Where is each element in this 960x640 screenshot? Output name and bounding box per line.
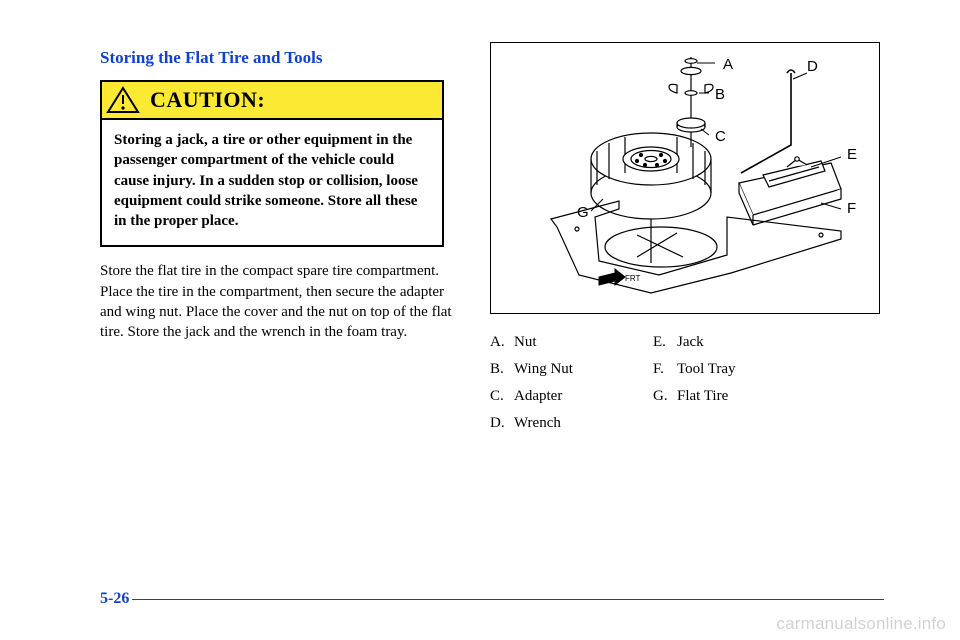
legend-label: Tool Tray bbox=[677, 361, 736, 378]
watermark: carmanualsonline.info bbox=[776, 614, 946, 634]
legend-right-column: E. Jack F. Tool Tray G. Flat Tire bbox=[653, 334, 736, 442]
legend-letter: G. bbox=[653, 388, 671, 405]
right-column: A B C D E F G FRT A. Nut B. bbox=[490, 42, 878, 442]
callout-B: B bbox=[715, 86, 725, 103]
legend-label: Nut bbox=[514, 334, 537, 351]
legend-letter: D. bbox=[490, 415, 508, 432]
caution-box: CAUTION: Storing a jack, a tire or other… bbox=[100, 80, 444, 247]
legend-label: Wrench bbox=[514, 415, 561, 432]
legend-label: Jack bbox=[677, 334, 704, 351]
legend-label: Wing Nut bbox=[514, 361, 573, 378]
callout-F: F bbox=[847, 200, 856, 217]
legend-row: B. Wing Nut bbox=[490, 361, 573, 378]
legend-letter: E. bbox=[653, 334, 671, 351]
footer-rule bbox=[132, 599, 884, 600]
legend-row: C. Adapter bbox=[490, 388, 573, 405]
legend-letter: C. bbox=[490, 388, 508, 405]
warning-triangle-icon bbox=[106, 86, 140, 114]
left-column: Storing the Flat Tire and Tools CAUTION:… bbox=[100, 48, 460, 342]
callout-G: G bbox=[577, 204, 589, 221]
legend-label: Flat Tire bbox=[677, 388, 728, 405]
manual-page: Storing the Flat Tire and Tools CAUTION:… bbox=[0, 0, 960, 640]
callout-C: C bbox=[715, 128, 726, 145]
legend-label: Adapter bbox=[514, 388, 562, 405]
legend-letter: F. bbox=[653, 361, 671, 378]
caution-body-text: Storing a jack, a tire or other equipmen… bbox=[102, 120, 442, 245]
tire-tools-diagram: A B C D E F G FRT bbox=[490, 42, 880, 314]
frt-label: FRT bbox=[625, 274, 641, 283]
legend-left-column: A. Nut B. Wing Nut C. Adapter D. Wrench bbox=[490, 334, 573, 442]
legend-letter: A. bbox=[490, 334, 508, 351]
callout-D: D bbox=[807, 58, 818, 75]
callout-E: E bbox=[847, 146, 857, 163]
callout-A: A bbox=[723, 56, 733, 73]
legend-row: E. Jack bbox=[653, 334, 736, 351]
caution-label: CAUTION: bbox=[150, 87, 265, 113]
legend-letter: B. bbox=[490, 361, 508, 378]
body-paragraph: Store the flat tire in the compact spare… bbox=[100, 261, 460, 342]
legend-row: G. Flat Tire bbox=[653, 388, 736, 405]
section-heading: Storing the Flat Tire and Tools bbox=[100, 48, 460, 68]
legend-row: D. Wrench bbox=[490, 415, 573, 432]
page-number: 5-26 bbox=[100, 590, 129, 608]
legend-row: F. Tool Tray bbox=[653, 361, 736, 378]
diagram-legend: A. Nut B. Wing Nut C. Adapter D. Wrench bbox=[490, 334, 878, 442]
legend-row: A. Nut bbox=[490, 334, 573, 351]
caution-header: CAUTION: bbox=[102, 82, 442, 120]
